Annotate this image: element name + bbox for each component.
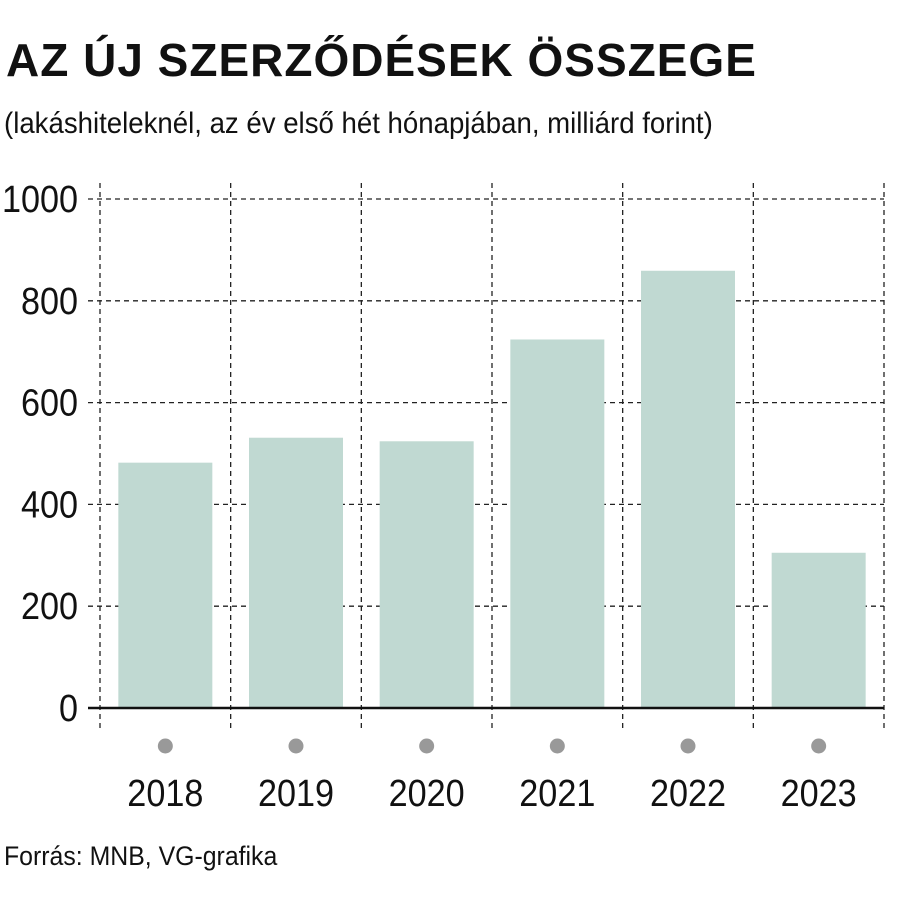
bar: [118, 462, 213, 708]
x-marker-dot: [288, 738, 304, 754]
bars: [118, 270, 866, 708]
y-tick-label: 400: [21, 483, 78, 526]
chart-title: AZ ÚJ SZERZŐDÉSEK ÖSSZEGE: [6, 34, 757, 86]
bar: [771, 552, 866, 708]
bar: [510, 339, 605, 708]
y-tick-label: 200: [21, 585, 78, 628]
x-tick-label: 2022: [650, 771, 726, 814]
y-tick-label: 1000: [2, 177, 78, 220]
bar: [379, 441, 474, 708]
x-tick-label: 2018: [127, 771, 203, 814]
y-tick-label: 600: [21, 381, 78, 424]
source-note: Forrás: MNB, VG-grafika: [4, 841, 278, 871]
x-marker-dot: [811, 738, 827, 754]
x-marker-dot: [680, 738, 696, 754]
y-tick-label: 800: [21, 279, 78, 322]
x-tick-labels: 2018 2019 2020 2021 2022 2023: [127, 738, 857, 814]
chart-subtitle: (lakáshiteleknél, az év első hét hónapjá…: [4, 107, 713, 140]
y-tick-label: 0: [59, 686, 78, 729]
bar: [249, 437, 343, 708]
x-tick-label: 2020: [389, 771, 465, 814]
x-marker-dot: [419, 738, 435, 754]
x-tick-label: 2021: [519, 771, 595, 814]
grid-lines: [88, 183, 885, 728]
bar: [641, 270, 735, 708]
x-marker-dot: [157, 738, 173, 754]
y-tick-labels: 0 200 400 600 800 1000: [2, 177, 78, 729]
x-tick-label: 2023: [781, 771, 857, 814]
x-marker-dot: [549, 738, 565, 754]
x-tick-label: 2019: [258, 771, 334, 814]
